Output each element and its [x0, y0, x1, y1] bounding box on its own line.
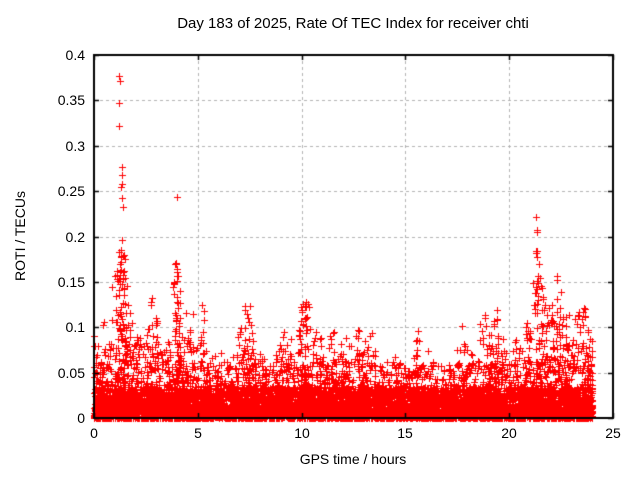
y-tick-label: 0.05 — [57, 365, 85, 381]
y-tick-label: 0.25 — [57, 183, 85, 199]
x-tick-label: 5 — [194, 425, 202, 441]
x-tick-label: 0 — [90, 425, 98, 441]
x-axis-label: GPS time / hours — [299, 451, 407, 467]
y-tick-label: 0.35 — [57, 92, 85, 108]
y-tick-label: 0.3 — [65, 138, 85, 154]
chart-title: Day 183 of 2025, Rate Of TEC Index for r… — [177, 15, 529, 32]
y-tick-label: 0.2 — [65, 229, 85, 245]
y-tick-label: 0 — [77, 410, 85, 426]
x-tick-label: 15 — [397, 425, 413, 441]
y-tick-label: 0.1 — [65, 319, 85, 335]
x-tick-label: 20 — [501, 425, 517, 441]
y-tick-label: 0.15 — [57, 274, 85, 290]
x-tick-label: 10 — [294, 425, 310, 441]
x-tick-label: 25 — [605, 425, 621, 441]
y-tick-label: 0.4 — [65, 47, 85, 63]
